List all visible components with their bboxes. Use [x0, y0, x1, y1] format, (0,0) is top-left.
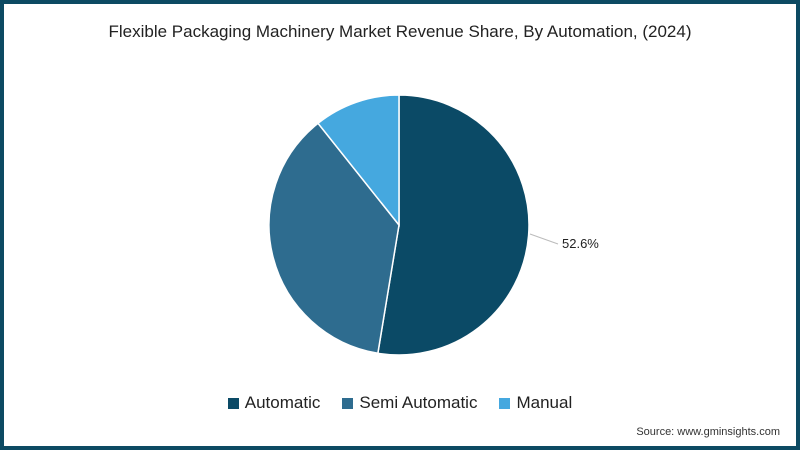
source-credit: Source: www.gminsights.com [636, 426, 780, 438]
legend-label: Semi Automatic [359, 393, 478, 412]
data-label-automatic: 52.6% [562, 236, 599, 251]
legend-item-semi-automatic: Semi Automatic [342, 393, 477, 413]
legend-swatch-manual [499, 397, 511, 409]
legend-item-automatic: Automatic [227, 393, 321, 413]
pie-slice-manual [316, 94, 400, 228]
legend-label: Manual [516, 393, 573, 412]
legend-item-manual: Manual [499, 393, 572, 413]
legend: Automatic Semi Automatic Manual [0, 393, 800, 413]
legend-swatch-semi-automatic [342, 397, 354, 409]
pie-slice-semi-automatic [268, 122, 400, 355]
legend-label: Automatic [244, 393, 321, 412]
pie-slices [268, 94, 530, 356]
pie-slice-automatic [376, 94, 530, 356]
chart-title: Flexible Packaging Machinery Market Reve… [108, 22, 692, 41]
leader-line [529, 233, 559, 245]
legend-swatch-automatic [227, 397, 239, 409]
